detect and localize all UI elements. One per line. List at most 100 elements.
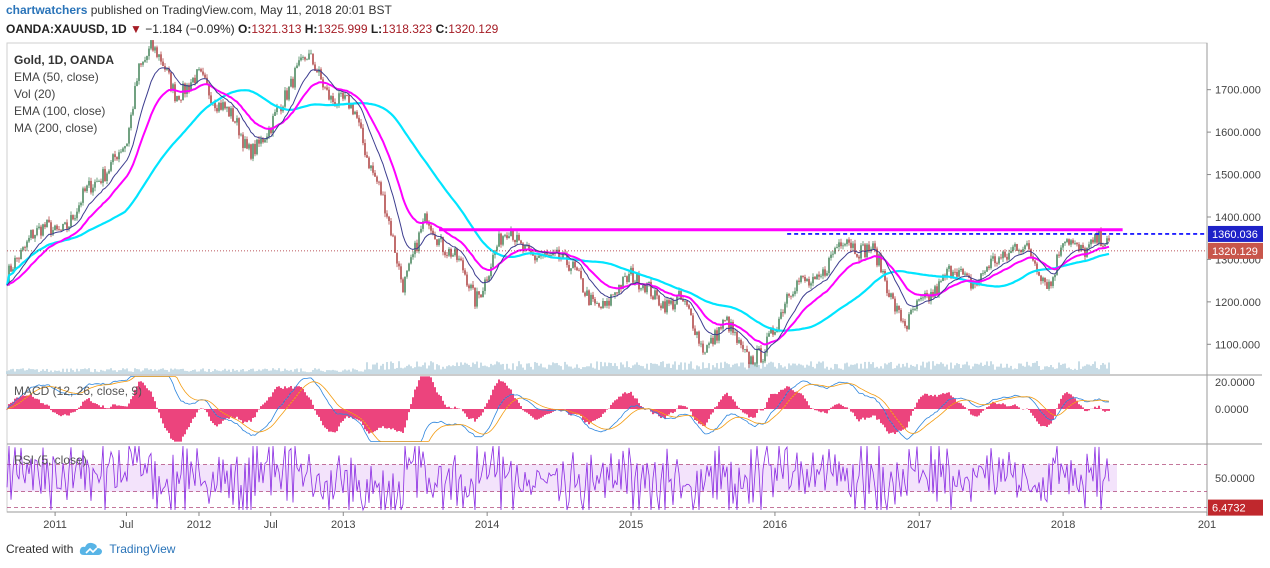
volume-bar — [376, 362, 378, 374]
macd-hist-bar — [986, 407, 988, 409]
macd-hist-bar — [246, 409, 248, 423]
candle-body — [1088, 244, 1090, 248]
legend-volume[interactable]: Vol (20) — [14, 87, 56, 101]
macd-hist-bar — [174, 409, 176, 442]
volume-bar — [216, 370, 218, 374]
volume-bar — [1018, 363, 1020, 374]
macd-hist-bar — [544, 409, 546, 415]
candle-body — [440, 237, 442, 240]
volume-bar — [214, 369, 216, 374]
macd-hist-bar — [756, 409, 758, 414]
macd-hist-bar — [310, 399, 312, 409]
volume-bar — [758, 364, 760, 374]
volume-bar — [934, 365, 936, 374]
candle-body — [982, 273, 984, 274]
candle-body — [28, 237, 30, 242]
volume-bar — [356, 369, 358, 374]
candle-body — [804, 276, 806, 282]
candle-body — [224, 102, 226, 109]
volume-bar — [74, 371, 76, 374]
chart-grid — [6, 42, 1262, 513]
macd-hist-bar — [146, 388, 148, 409]
legend-ma200[interactable]: MA (200, close) — [14, 121, 98, 135]
volume-bar — [460, 362, 462, 374]
candle-body — [80, 202, 82, 206]
candle-body — [166, 68, 168, 70]
macd-hist-bar — [740, 409, 742, 411]
volume-bar — [1098, 369, 1100, 374]
candle-body — [248, 144, 250, 149]
volume-bar — [382, 363, 384, 374]
volume-bar — [996, 366, 998, 374]
volume-bar — [156, 370, 158, 374]
macd-hist-bar — [830, 407, 832, 409]
candle-body — [854, 243, 856, 254]
macd-hist-bar — [266, 400, 268, 409]
candle-body — [838, 242, 840, 247]
candle-body — [992, 256, 994, 259]
rsi-label[interactable]: RSI (5, close) — [14, 453, 87, 467]
macd-hist-bar — [456, 408, 458, 409]
volume-bar — [710, 369, 712, 374]
macd-hist-bar — [958, 402, 960, 409]
macd-hist-bar — [360, 409, 362, 422]
author-link[interactable]: chartwatchers — [6, 3, 88, 17]
volume-bar — [234, 370, 236, 374]
candle-body — [1064, 241, 1066, 244]
candle-body — [516, 234, 518, 243]
volume-bar — [6, 371, 8, 374]
candle-body — [324, 87, 326, 89]
volume-bar — [14, 371, 16, 374]
volume-bar — [532, 369, 534, 374]
volume-bar — [306, 372, 308, 374]
macd-hist-bar — [436, 392, 438, 409]
macd-hist-bar — [180, 409, 182, 442]
candle-body — [1084, 248, 1086, 257]
macd-hist-bar — [818, 409, 820, 412]
macd-hist-bar — [576, 409, 578, 415]
macd-hist-bar — [842, 406, 844, 409]
candle-body — [584, 292, 586, 296]
volume-bar — [852, 364, 854, 374]
candle-body — [184, 83, 186, 94]
volume-bar — [616, 366, 618, 374]
volume-bar — [322, 371, 324, 374]
legend-ema50[interactable]: EMA (50, close) — [14, 70, 99, 84]
legend-ema100[interactable]: EMA (100, close) — [14, 104, 106, 118]
candle-body — [624, 276, 626, 278]
macd-hist-bar — [334, 409, 336, 433]
candle-body — [938, 281, 940, 296]
candle-body — [188, 84, 190, 90]
macd-hist-bar — [542, 409, 544, 417]
macd-hist-bar — [1000, 404, 1002, 409]
candle-body — [284, 90, 286, 107]
volume-bar — [992, 364, 994, 374]
volume-bar — [644, 368, 646, 374]
candle-body — [934, 286, 936, 297]
candle-body — [868, 244, 870, 251]
macd-label[interactable]: MACD (12, 26, close, 9) — [14, 384, 143, 398]
volume-bar — [906, 362, 908, 374]
tradingview-link[interactable]: TradingView — [109, 542, 176, 556]
volume-bar — [584, 367, 586, 374]
candle-body — [996, 263, 998, 264]
volume-bar — [446, 366, 448, 374]
volume-bar — [360, 371, 362, 374]
candle-body — [22, 247, 24, 250]
price-chart[interactable]: 1100.0001200.0001300.0001400.0001500.000… — [0, 40, 1270, 535]
volume-bar — [394, 368, 396, 374]
candle-body — [1050, 281, 1052, 286]
macd-hist-bar — [534, 409, 536, 420]
volume-bar — [364, 369, 366, 374]
candle-body — [96, 181, 98, 183]
macd-hist-bar — [632, 395, 634, 409]
volume-bar — [848, 366, 850, 374]
volume-bar — [790, 365, 792, 374]
macd-hist-bar — [700, 409, 702, 425]
volume-bar — [952, 368, 954, 374]
volume-bar — [432, 362, 434, 374]
rsi-tick-label: 50.0000 — [1215, 473, 1255, 485]
candle-body — [572, 261, 574, 269]
macd-hist-bar — [438, 394, 440, 409]
candle-body — [512, 229, 514, 240]
